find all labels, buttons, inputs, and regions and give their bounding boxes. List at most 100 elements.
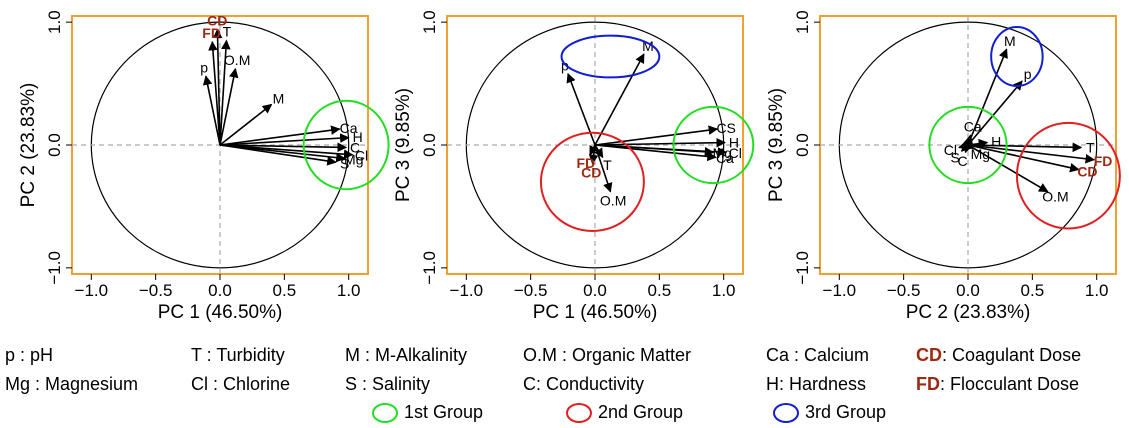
loading-arrow-om	[594, 144, 613, 193]
loading-arrow-cs	[594, 125, 719, 146]
x-tick-label: 0.5	[648, 281, 672, 300]
variable-label-mg: Mg	[344, 152, 363, 168]
loading-arrow-ca	[219, 125, 341, 146]
loading-arrow-om	[967, 144, 1049, 193]
x-tick-label: −1.0	[75, 281, 109, 300]
variable-label-c: C	[958, 153, 968, 169]
loading-arrow-s	[219, 144, 337, 166]
variable-label-cd: CD	[1077, 164, 1097, 180]
green-ellipse-icon	[372, 402, 398, 423]
x-axis-label: PC 2 (23.83%)	[906, 302, 1031, 323]
legend-salinity: S : Salinity	[345, 374, 431, 394]
legend-calcium: Ca : Calcium	[766, 345, 870, 365]
red-ellipse-icon	[566, 402, 592, 423]
loading-arrow-h	[219, 133, 350, 146]
group-2-ellipse	[1015, 121, 1121, 230]
loading-arrow-ca	[594, 144, 717, 162]
legend-organic-matter: O.M : Organic Matter	[523, 345, 692, 365]
variable-label-mg: Mg	[713, 145, 732, 161]
variable-label-m: M	[642, 38, 654, 54]
x-tick-label: 1.0	[1085, 281, 1109, 300]
variable-label-s: S	[340, 156, 349, 172]
legend-alkalinity: M : M-Alkalinity	[345, 345, 468, 365]
variable-label-c: C	[350, 140, 360, 156]
loading-arrow-om	[219, 67, 239, 146]
loading-arrow-m	[594, 53, 645, 146]
variable-label-m: M	[1004, 33, 1016, 49]
legend-group-1: 1st Group	[372, 402, 483, 423]
legend-group-3: 3rd Group	[773, 402, 886, 423]
legend-flocculant-dose: FD: Flocculant Dose	[916, 374, 1079, 395]
variable-label-mg: Mg	[971, 146, 990, 162]
x-tick-label: 0.5	[273, 281, 297, 300]
pca-panel-3: −1.0 −0.5 0.0 0.5 1.0 PC 2 (23.83%) −1.0 0.0 1.0…	[766, 10, 1121, 323]
group-1-ellipse	[302, 99, 390, 191]
legend-fd-abbr: FD	[916, 374, 940, 394]
variable-label-cs: CS	[716, 120, 735, 136]
y-tick-label: 0.0	[420, 133, 439, 157]
variable-label-fd: FD	[576, 155, 595, 171]
x-tick-label: 1.0	[712, 281, 736, 300]
x-tick-label: −1.0	[450, 281, 484, 300]
variable-label-om: O.M	[600, 192, 626, 208]
variable-label-ca: Ca	[716, 150, 734, 166]
y-tick-label: 1.0	[420, 10, 439, 34]
legend-group-1-label: 1st Group	[404, 402, 484, 422]
variable-label-t: T	[223, 24, 232, 40]
x-tick-label: −1.0	[823, 281, 857, 300]
variable-label-cd: CD	[581, 164, 601, 180]
legend-cd-abbr: CD	[916, 345, 942, 365]
variable-label-fd: FD	[202, 25, 221, 41]
group-2-ellipse	[539, 131, 645, 233]
x-tick-label: −0.5	[139, 281, 173, 300]
legend-turbidity: T : Turbidity	[191, 345, 285, 365]
y-tick-label: 0.0	[793, 133, 812, 157]
y-tick-label: 1.0	[45, 10, 64, 34]
variable-label-ca: Ca	[340, 120, 358, 136]
x-tick-label: −0.5	[887, 281, 921, 300]
variable-label-s: S	[951, 150, 960, 166]
variable-label-h: H	[353, 129, 363, 145]
loading-arrow-p	[967, 80, 1023, 146]
x-tick-label: −0.5	[514, 281, 548, 300]
blue-ellipse-icon	[773, 402, 799, 423]
legend-magnesium: Mg : Magnesium	[5, 374, 139, 394]
x-axis-label: PC 1 (46.50%)	[158, 302, 283, 323]
group-3-ellipse	[560, 34, 661, 79]
group-1-ellipse	[672, 105, 755, 185]
loading-arrow-cd	[967, 144, 1080, 173]
variable-label-om: O.M	[1042, 188, 1068, 204]
x-tick-label: 0.0	[583, 281, 607, 300]
x-tick-label: 0.5	[1021, 281, 1045, 300]
group-3-ellipse	[990, 26, 1044, 88]
pca-panel-1: −1.0 −0.5 0.0 0.5 1.0 PC 1 (46.50%) −1.0 0.0 1.0…	[18, 10, 390, 323]
group-1-ellipse	[928, 105, 1008, 185]
variable-label-t: T	[1086, 140, 1095, 156]
loading-arrow-c	[219, 142, 348, 153]
y-tick-label: −1.0	[793, 251, 812, 285]
legend-group-2: 2nd Group	[566, 402, 683, 423]
legend: p : pH T : Turbidity M : M-Alkalinity O.…	[0, 340, 1129, 428]
legend-group-3-label: 3rd Group	[805, 402, 887, 422]
x-axis-label: PC 1 (46.50%)	[533, 302, 658, 323]
y-axis-label: PC 2 (23.83%)	[18, 83, 39, 208]
legend-chlorine: Cl : Chlorine	[191, 374, 291, 394]
legend-cd-text: : Coagulant Dose	[942, 345, 1082, 365]
legend-coagulant-dose: CD: Coagulant Dose	[916, 345, 1081, 366]
loading-arrow-fd	[967, 144, 1096, 164]
variable-label-ca: Ca	[964, 118, 982, 134]
x-tick-label: 1.0	[337, 281, 361, 300]
variable-label-cl: Cl	[944, 142, 957, 158]
pca-panels: −1.0 −0.5 0.0 0.5 1.0 PC 1 (46.50%) −1.0 0.0 1.0…	[18, 10, 1121, 323]
variable-label-cl: Cl	[355, 148, 368, 164]
loading-arrow-h	[594, 137, 726, 148]
variable-label-om: O.M	[224, 52, 250, 68]
legend-group-2-label: 2nd Group	[598, 402, 684, 422]
variable-label-fd: FD	[1094, 153, 1113, 169]
variable-label-m: M	[273, 91, 285, 107]
y-tick-label: 1.0	[793, 10, 812, 34]
loading-arrow-fd	[208, 40, 221, 146]
loading-arrow-m	[967, 48, 1008, 146]
loading-arrow-m	[219, 103, 273, 146]
loading-arrow-mg	[219, 144, 346, 163]
